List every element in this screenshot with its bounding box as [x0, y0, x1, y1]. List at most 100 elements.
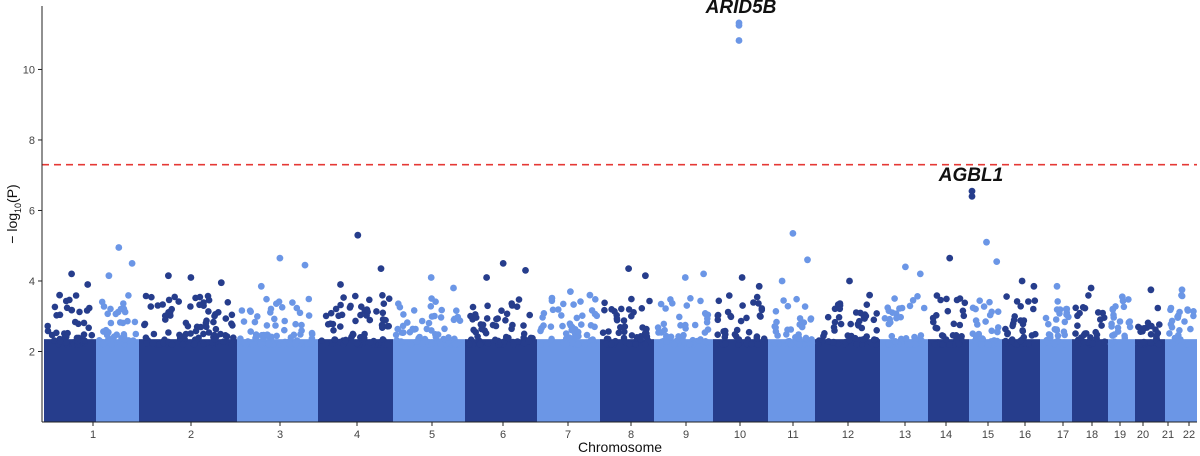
snp-point	[64, 329, 71, 337]
snp-point	[275, 298, 283, 306]
snp-point	[722, 331, 729, 338]
snp-point	[379, 292, 386, 299]
snp-point	[715, 297, 723, 305]
snp-point	[1061, 341, 1068, 348]
snp-point	[379, 336, 387, 343]
snp-point	[476, 341, 484, 348]
top-snp-point-chr22	[1178, 286, 1186, 294]
snp-point	[859, 336, 867, 343]
snp-point	[514, 338, 521, 345]
snp-point	[392, 331, 400, 339]
snp-point	[1047, 334, 1054, 341]
chromosome-column-18	[1040, 339, 1072, 422]
snp-point	[577, 298, 584, 305]
snp-point	[1169, 340, 1176, 348]
snp-point	[515, 296, 523, 303]
snp-point	[526, 311, 533, 319]
snp-point	[885, 340, 892, 348]
snp-point	[520, 322, 527, 329]
chromosome-column-1	[44, 339, 96, 422]
snp-point	[404, 319, 411, 326]
snp-point	[560, 300, 567, 308]
snp-point	[714, 331, 721, 339]
snp-point	[228, 341, 236, 348]
snp-point	[1013, 298, 1021, 305]
snp-point	[605, 328, 612, 335]
snp-point	[296, 309, 304, 317]
snp-point	[498, 307, 505, 315]
snp-point	[104, 336, 112, 344]
top-snp-point-chr10	[735, 22, 743, 29]
snp-point	[727, 312, 734, 320]
snp-point	[107, 319, 115, 327]
gene-label-agbl1: AGBL1	[938, 165, 1003, 186]
snp-point	[774, 332, 781, 339]
snp-point	[691, 321, 699, 329]
snp-point	[223, 333, 231, 340]
snp-point	[946, 341, 953, 348]
snp-point	[681, 339, 688, 346]
snp-point	[437, 341, 445, 348]
chromosome-column-7	[465, 339, 537, 422]
snp-point	[197, 323, 205, 331]
snp-point	[697, 297, 704, 305]
snp-point	[298, 321, 305, 329]
snp-point	[71, 318, 79, 326]
snp-point	[1114, 324, 1122, 332]
gene-annotations: ARID5B AGBL1	[705, 0, 1004, 186]
top-snp-point-chr3	[187, 274, 195, 281]
snp-point	[308, 329, 316, 337]
top-snp-point-chr18	[1053, 282, 1061, 290]
snp-point	[735, 341, 742, 348]
snp-point	[783, 331, 790, 338]
chromosome-column-19	[1072, 339, 1108, 422]
snp-point	[917, 332, 925, 339]
snp-point	[760, 335, 768, 343]
snp-point	[735, 336, 743, 343]
snp-point	[258, 331, 266, 339]
x-tick-label-chr13: 13	[899, 429, 911, 441]
snp-point	[307, 340, 314, 347]
snp-point	[1020, 317, 1028, 324]
top-snp-point-chr7	[522, 267, 529, 274]
y-tick-label: 10	[23, 64, 35, 76]
snp-point	[632, 341, 639, 348]
y-axis-title-subscript: 10	[13, 203, 23, 213]
chromosome-column-11	[713, 339, 768, 422]
snp-point	[229, 322, 236, 329]
chromosome-column-16	[969, 339, 1002, 422]
snp-point	[1120, 303, 1128, 311]
snp-point	[773, 318, 780, 326]
top-snp-point-chr6	[427, 274, 435, 281]
top-snp-point-chr9	[642, 272, 649, 280]
snp-point	[1154, 304, 1162, 312]
snp-point	[569, 339, 576, 347]
snp-point	[203, 317, 210, 325]
x-tick-label-chr16: 16	[1019, 429, 1031, 441]
snp-point	[1147, 331, 1155, 338]
snp-point	[366, 316, 374, 324]
snp-point	[237, 335, 244, 343]
snp-point	[125, 292, 132, 299]
snp-point	[602, 340, 610, 348]
snp-point	[568, 326, 575, 334]
snp-point	[1085, 292, 1092, 299]
snp-point	[322, 312, 330, 320]
top-snp-point-chr11	[738, 274, 746, 281]
snp-point	[222, 315, 230, 322]
top-snp-point-chr15	[946, 254, 954, 262]
snp-point	[121, 336, 129, 343]
snp-point	[994, 328, 1001, 336]
snp-point	[1072, 330, 1079, 337]
snp-point	[1098, 322, 1105, 329]
snp-point	[846, 336, 853, 344]
chromosome-column-8	[537, 339, 600, 422]
snp-point	[200, 340, 207, 348]
snp-point	[205, 308, 212, 315]
axes	[41, 6, 1197, 423]
snp-point	[210, 318, 217, 326]
snp-point	[933, 312, 940, 319]
top-snp-point-chr6	[450, 284, 457, 292]
snp-point	[944, 307, 952, 315]
snp-point	[289, 299, 296, 306]
